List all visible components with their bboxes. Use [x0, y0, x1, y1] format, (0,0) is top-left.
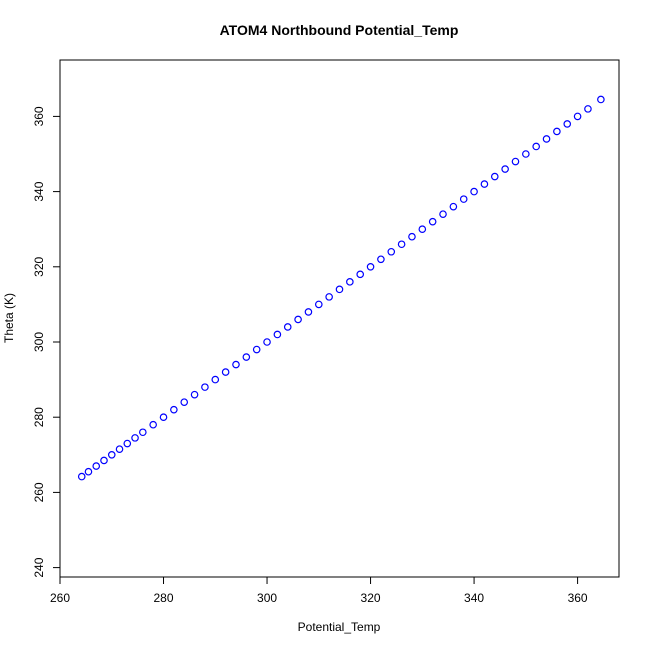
- data-point: [190, 390, 199, 399]
- x-tick-label: 340: [464, 591, 484, 605]
- data-point: [131, 434, 139, 442]
- data-point: [418, 225, 427, 234]
- data-point: [522, 150, 530, 158]
- data-point: [553, 127, 561, 136]
- y-tick-label: 320: [32, 256, 46, 276]
- data-point: [346, 278, 354, 286]
- y-tick-label: 260: [32, 482, 46, 502]
- data-point: [170, 405, 178, 414]
- x-tick-label: 320: [361, 591, 381, 605]
- data-point: [252, 345, 261, 354]
- data-point: [597, 95, 605, 104]
- data-point: [366, 262, 375, 271]
- data-point: [387, 247, 396, 256]
- data-point: [77, 472, 86, 481]
- data-point: [459, 195, 468, 203]
- data-point: [501, 165, 509, 173]
- data-point: [408, 232, 416, 241]
- data-point: [542, 135, 551, 143]
- data-point: [149, 420, 157, 429]
- plot-points: [77, 95, 605, 481]
- plot-frame: [59, 59, 620, 578]
- x-tick-label: 260: [50, 591, 70, 605]
- data-point: [563, 120, 572, 128]
- data-point: [584, 105, 592, 113]
- data-point: [490, 172, 499, 181]
- data-point: [100, 456, 108, 465]
- data-point: [115, 445, 124, 453]
- x-tick-label: 360: [568, 591, 588, 605]
- chart-title: ATOM4 Northbound Potential_Temp: [220, 22, 459, 38]
- y-axis-label: Theta (K): [2, 293, 16, 343]
- data-point: [232, 360, 240, 369]
- data-point: [439, 210, 447, 218]
- data-point: [397, 240, 406, 249]
- data-point: [283, 323, 292, 331]
- data-point: [449, 202, 458, 211]
- data-point: [201, 383, 209, 391]
- data-point: [92, 462, 101, 470]
- data-point: [123, 439, 132, 448]
- x-axis: 260 280 300 320 340 360: [50, 577, 588, 605]
- data-point: [139, 428, 147, 437]
- data-point: [377, 255, 385, 264]
- data-point: [511, 157, 520, 166]
- data-point: [304, 308, 313, 316]
- data-point: [314, 300, 323, 309]
- data-point: [180, 398, 189, 406]
- data-point: [480, 180, 489, 188]
- data-point: [573, 112, 582, 121]
- data-point: [273, 330, 282, 339]
- y-tick-label: 340: [32, 181, 46, 201]
- data-point: [356, 270, 365, 279]
- data-point: [335, 285, 344, 294]
- y-tick-label: 300: [32, 332, 46, 352]
- data-point: [84, 467, 93, 476]
- x-axis-label: Potential_Temp: [298, 620, 381, 634]
- data-point: [159, 413, 168, 422]
- data-point: [221, 368, 230, 376]
- data-point: [325, 293, 333, 301]
- data-point: [470, 187, 478, 196]
- x-tick-label: 280: [154, 591, 174, 605]
- x-tick-label: 300: [257, 591, 277, 605]
- data-point: [263, 338, 271, 346]
- data-point: [242, 353, 251, 361]
- y-tick-label: 360: [32, 106, 46, 126]
- data-point: [532, 142, 540, 151]
- y-axis: 240 260 280 300 320 340 360: [32, 106, 60, 578]
- data-point: [107, 450, 116, 459]
- data-point: [294, 315, 302, 324]
- y-tick-label: 280: [32, 407, 46, 427]
- data-point: [211, 375, 220, 384]
- data-point: [428, 217, 437, 226]
- y-tick-label: 240: [32, 557, 46, 577]
